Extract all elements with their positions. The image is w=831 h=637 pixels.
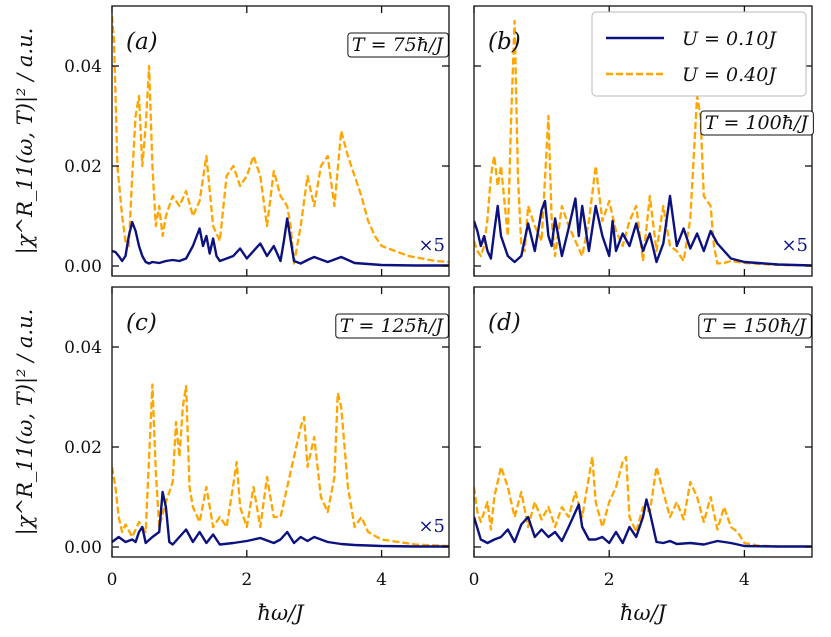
- series-u040-line: [474, 19, 812, 267]
- temperature-label: T = 150ħ/J: [703, 315, 808, 337]
- panel-c: 0 2 4 0.00 0.02 0.04 (c) T = 125ħ/J ×5: [64, 286, 450, 590]
- x-tick-label: 4: [376, 570, 387, 590]
- x-axis-title: ħω/J: [257, 601, 305, 625]
- series-u010-line: [474, 498, 812, 548]
- temperature-box: [347, 32, 449, 58]
- y-axis-title: |χ^R_11(ω, T)|² / a.u.: [13, 309, 38, 536]
- y-tick-label: 0.02: [64, 157, 102, 177]
- temperature-label: T = 75ħ/J: [352, 34, 444, 56]
- series-u010-line: [112, 217, 449, 267]
- legend-box: [591, 11, 807, 97]
- legend-label: U = 0.10J: [682, 28, 777, 50]
- series-u040-line: [474, 455, 812, 548]
- panel-d: 0 2 4 (d) T = 150ħ/J: [469, 286, 813, 590]
- temperature-box: [698, 313, 812, 339]
- legend-label: U = 0.40J: [682, 64, 777, 86]
- y-tick-label: 0.02: [64, 438, 102, 458]
- temperature-label: T = 125ħ/J: [340, 315, 445, 337]
- legend: U = 0.10J U = 0.40J: [591, 11, 807, 97]
- series-u040-line: [112, 383, 449, 548]
- y-tick-label: 0.00: [64, 538, 102, 558]
- y-axis-title: |χ^R_11(ω, T)|² / a.u.: [13, 28, 38, 255]
- scale-factor-label: ×5: [418, 235, 445, 256]
- panel-frame: [473, 5, 813, 277]
- panel-a: 0.00 0.02 0.04 (a) T = 75ħ/J ×5: [64, 5, 450, 277]
- series-u040-line: [112, 15, 449, 265]
- temperature-label: T = 100ħ/J: [705, 112, 810, 134]
- panel-letter: (d): [488, 310, 521, 336]
- panel-frame: [473, 286, 813, 558]
- temperature-box: [335, 313, 449, 339]
- x-tick-label: 0: [107, 570, 118, 590]
- panel-frame: [111, 286, 450, 558]
- series-u010-line: [474, 194, 812, 267]
- y-tick-label: 0.04: [64, 338, 102, 358]
- scale-factor-label: ×5: [781, 235, 808, 256]
- x-tick-label: 0: [469, 570, 480, 590]
- x-tick-label: 4: [739, 570, 750, 590]
- y-tick-label: 0.00: [64, 257, 102, 277]
- panel-letter: (b): [488, 29, 521, 55]
- x-tick-label: 2: [241, 570, 252, 590]
- x-tick-label: 2: [604, 570, 615, 590]
- scale-factor-label: ×5: [418, 516, 445, 537]
- temperature-box: [700, 110, 814, 136]
- series-u010-line: [112, 490, 449, 548]
- x-axis-title: ħω/J: [620, 601, 668, 625]
- panel-letter: (a): [126, 29, 158, 55]
- y-tick-label: 0.04: [64, 57, 102, 77]
- panel-frame: [111, 5, 450, 277]
- panel-b: (b) T = 100ħ/J ×5: [473, 5, 814, 277]
- panel-letter: (c): [126, 310, 157, 336]
